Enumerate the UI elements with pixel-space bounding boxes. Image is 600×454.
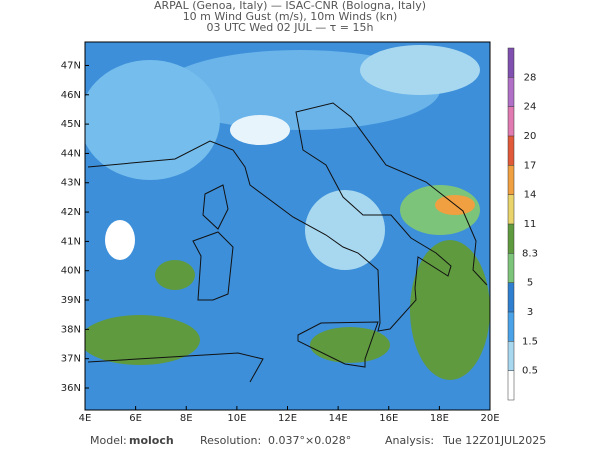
- lon-tick-label: 14E: [329, 413, 348, 424]
- colorbar-swatch: [508, 224, 514, 254]
- colorbar-swatch: [508, 48, 514, 78]
- colorbar-swatch: [508, 77, 514, 107]
- lon-tick-label: 12E: [278, 413, 297, 424]
- footer-value: Tue 12Z01JUL2025: [442, 434, 546, 447]
- colorbar-swatch: [508, 194, 514, 224]
- colorbar-swatch: [508, 106, 514, 136]
- colorbar-label: 14: [524, 190, 537, 201]
- lon-tick-label: 16E: [379, 413, 398, 424]
- footer-label: Resolution:: [200, 434, 261, 447]
- colorbar-label: 0.5: [522, 366, 538, 377]
- lat-tick-label: 44N: [61, 148, 81, 159]
- lat-tick-label: 42N: [61, 207, 81, 218]
- colorbar-swatch: [508, 370, 514, 400]
- footer-value: 0.037°×0.028°: [268, 434, 351, 447]
- colorbar-swatch: [508, 312, 514, 342]
- lon-tick-label: 20E: [480, 413, 499, 424]
- colorbar-label: 3: [527, 307, 533, 318]
- colorbar-swatch: [508, 165, 514, 195]
- lat-tick-label: 47N: [61, 60, 81, 71]
- colorbar-swatch: [508, 253, 514, 283]
- colorbar-label: 28: [524, 72, 537, 83]
- lon-tick-label: 10E: [227, 413, 246, 424]
- title-line: 10 m Wind Gust (m/s), 10m Winds (kn): [183, 10, 398, 23]
- footer-label: Model:: [90, 434, 127, 447]
- colorbar-label: 20: [524, 131, 537, 142]
- footer-label: Analysis:: [385, 434, 434, 447]
- lat-tick-label: 45N: [61, 119, 81, 130]
- colorbar-label: 1.5: [522, 336, 538, 347]
- lon-tick-label: 6E: [129, 413, 142, 424]
- colorbar-label: 8.3: [522, 248, 538, 259]
- lon-tick-label: 18E: [430, 413, 449, 424]
- lat-tick-label: 37N: [61, 354, 81, 365]
- colorbar-swatch: [508, 282, 514, 312]
- map-field: [85, 42, 490, 410]
- lat-tick-label: 46N: [61, 90, 81, 101]
- lon-tick-label: 4E: [79, 413, 92, 424]
- lat-tick-label: 39N: [61, 295, 81, 306]
- colorbar-swatch: [508, 136, 514, 166]
- lat-tick-label: 43N: [61, 178, 81, 189]
- colorbar-label: 24: [524, 102, 537, 113]
- title-line: 03 UTC Wed 02 JUL — τ = 15h: [207, 21, 374, 34]
- footer-value: moloch: [129, 434, 174, 447]
- colorbar-label: 11: [524, 219, 537, 230]
- title-line: ARPAL (Genoa, Italy) — ISAC-CNR (Bologna…: [154, 0, 426, 12]
- lat-tick-label: 38N: [61, 324, 81, 335]
- lat-tick-label: 36N: [61, 383, 81, 394]
- lat-tick-label: 41N: [61, 236, 81, 247]
- lat-tick-label: 40N: [61, 266, 81, 277]
- colorbar-label: 17: [524, 160, 537, 171]
- lon-tick-label: 8E: [180, 413, 193, 424]
- colorbar-swatch: [508, 341, 514, 371]
- colorbar-label: 5: [527, 278, 533, 289]
